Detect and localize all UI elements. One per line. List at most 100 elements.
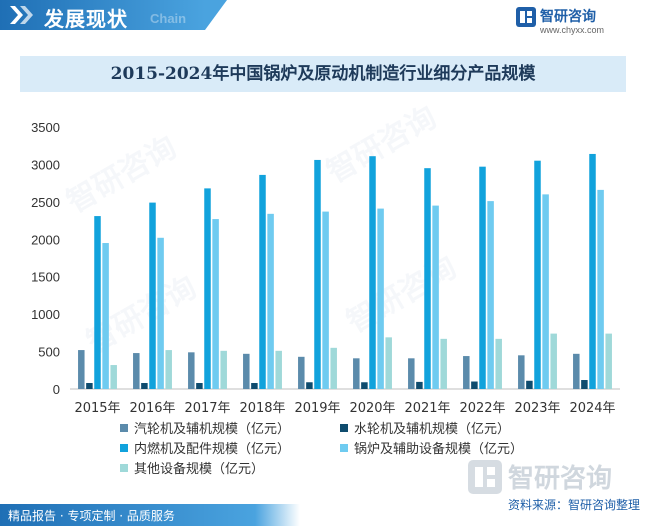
x-tick-label: 2020年 (349, 401, 395, 416)
y-tick-label: 2000 (31, 232, 60, 247)
bar (432, 205, 439, 389)
bar (550, 333, 557, 389)
bar (275, 350, 282, 389)
x-tick-label: 2024年 (569, 401, 615, 416)
bar (306, 382, 313, 389)
zhiyan-logo-icon (516, 7, 536, 27)
legend-swatch (120, 443, 128, 452)
section-title: 发展现状 (44, 7, 128, 31)
bar (259, 174, 266, 389)
y-tick-label: 3500 (31, 120, 60, 135)
y-tick-label: 1000 (31, 307, 60, 322)
bar (102, 243, 109, 389)
bar (157, 237, 164, 389)
bar (581, 380, 588, 389)
bar (479, 166, 486, 389)
header-bar-tail (205, 0, 227, 30)
bar (487, 201, 494, 389)
legend-label: 锅炉及辅助设备规模（亿元） (354, 442, 524, 457)
bar (534, 160, 541, 389)
y-tick-label: 1500 (31, 270, 60, 285)
bar (149, 202, 156, 389)
x-tick-label: 2017年 (184, 401, 230, 416)
bar (526, 380, 533, 389)
bar (377, 208, 384, 389)
bar (220, 350, 227, 389)
page-header: 发展现状 Chain 智研咨询 www.chyxx.com (0, 0, 648, 40)
bar (495, 338, 502, 389)
legend-item: 其他设备规模（亿元） (120, 458, 264, 477)
legend-label: 内燃机及配件规模（亿元） (134, 442, 291, 457)
legend-label: 汽轮机及辅机规模（亿元） (134, 422, 291, 437)
legend-swatch (340, 443, 348, 452)
bar (408, 358, 415, 389)
bar (110, 365, 117, 389)
brand-url: www.chyxx.com (540, 25, 605, 35)
section-subtitle: Chain (150, 11, 187, 26)
bar (597, 189, 604, 389)
legend-item: 水轮机及辅机规模（亿元） (340, 418, 510, 437)
bar (188, 352, 195, 389)
footer-tagline: 精品报告 · 专项定制 · 品质服务 (8, 509, 175, 523)
x-tick-label: 2019年 (294, 401, 340, 416)
bar (94, 216, 101, 389)
x-tick-label: 2018年 (239, 401, 285, 416)
bar (204, 188, 211, 389)
bar (196, 383, 203, 389)
bar (86, 383, 93, 389)
bar (440, 338, 447, 389)
bar (165, 350, 172, 389)
x-tick-label: 2022年 (459, 401, 505, 416)
header-bar (0, 0, 205, 30)
bar (424, 168, 431, 389)
bar (330, 347, 337, 389)
bar (573, 353, 580, 389)
legend-label: 其他设备规模（亿元） (134, 462, 265, 477)
chevron-right-icon (10, 6, 33, 24)
bar (385, 337, 392, 389)
y-tick-label: 3000 (31, 157, 60, 172)
legend-label: 水轮机及辅机规模（亿元） (354, 422, 511, 437)
y-tick-label: 0 (53, 382, 60, 397)
chart-title: 2015-2024年中国锅炉及原动机制造行业细分产品规模 (110, 64, 536, 84)
chart-title-band: 2015-2024年中国锅炉及原动机制造行业细分产品规模 (20, 56, 626, 92)
brand-name: 智研咨询 (540, 9, 596, 25)
legend-item: 内燃机及配件规模（亿元） (120, 438, 290, 457)
x-tick-label: 2015年 (74, 401, 120, 416)
data-source: 资料来源：智研咨询整理 (507, 498, 640, 512)
legend-swatch (120, 463, 128, 472)
y-tick-label: 2500 (31, 195, 60, 210)
bar (471, 381, 478, 389)
zhiyan-logo-icon (468, 460, 502, 494)
bar (212, 219, 219, 389)
x-tick-label: 2016年 (129, 401, 175, 416)
bar (78, 350, 85, 389)
watermark-text: 智研咨询 (508, 464, 613, 494)
bar (416, 381, 423, 389)
bar (322, 211, 329, 389)
bar-chart: 0 500 1000 1500 2000 2500 3000 3500 2015年 2016年 20… (31, 120, 620, 416)
bar (518, 355, 525, 389)
bar (589, 153, 596, 389)
bar (353, 358, 360, 389)
y-tick-label: 500 (38, 345, 60, 360)
legend-item: 汽轮机及辅机规模（亿元） (120, 418, 290, 437)
legend-swatch (340, 423, 348, 432)
watermark-logo: 智研咨询 (468, 458, 644, 498)
footer-tagline-bar: 精品报告 · 专项定制 · 品质服务 (0, 504, 300, 526)
x-tick-label: 2023年 (514, 401, 560, 416)
bar (369, 156, 376, 389)
bar (463, 356, 470, 389)
x-tick-label: 2021年 (404, 401, 450, 416)
bar (267, 213, 274, 389)
bar (314, 159, 321, 389)
bar (141, 383, 148, 389)
bar (298, 356, 305, 389)
legend-item: 锅炉及辅助设备规模（亿元） (340, 438, 523, 457)
bar (542, 194, 549, 389)
bar (605, 333, 612, 389)
brand-logo: 智研咨询 www.chyxx.com (516, 5, 636, 37)
bar (243, 353, 250, 389)
page-footer: 精品报告 · 专项定制 · 品质服务 资料来源：智研咨询整理 (0, 498, 648, 526)
legend-swatch (120, 423, 128, 432)
